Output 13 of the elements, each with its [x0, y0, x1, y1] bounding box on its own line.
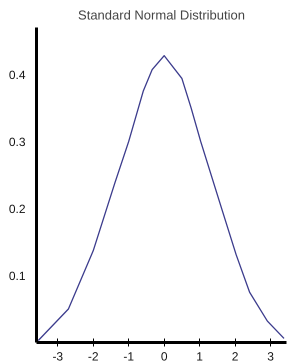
y-tick-label: 0.3	[8, 134, 26, 149]
x-tick-label: 1	[196, 350, 204, 363]
y-tick-label: 0.2	[8, 202, 26, 216]
chart-title: Standard Normal Distribution	[78, 8, 245, 22]
x-tick-label: -3	[52, 350, 64, 363]
x-tick-label: 0	[160, 350, 168, 363]
line-series	[38, 55, 285, 342]
y-tick-label: 0.4	[8, 68, 26, 82]
x-tick-label: 3	[267, 350, 274, 363]
x-tick-label: 2	[232, 350, 239, 363]
y-tick-label: 0.1	[8, 268, 26, 283]
x-tick-label: -1	[123, 350, 134, 363]
x-tick-label: -2	[88, 350, 99, 363]
